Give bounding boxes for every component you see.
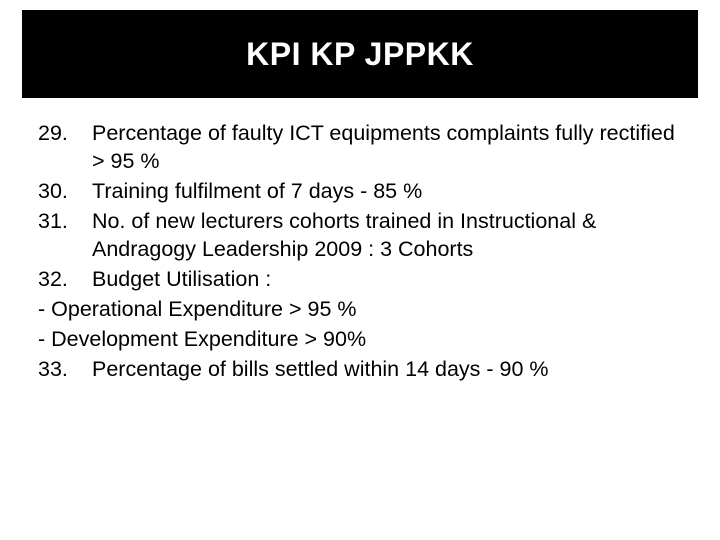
item-text: Budget Utilisation : [92,266,682,294]
item-number: 30. [38,178,92,206]
item-text: Percentage of faulty ICT equipments comp… [92,120,682,176]
list-item: 30. Training fulfilment of 7 days - 85 % [38,178,682,206]
title-bar: KPI KP JPPKK [22,10,698,98]
item-text: No. of new lecturers cohorts trained in … [92,208,682,264]
item-number: 31. [38,208,92,264]
content-area: 29. Percentage of faulty ICT equipments … [38,120,682,385]
list-item: 32. Budget Utilisation : [38,266,682,294]
list-item: 31. No. of new lecturers cohorts trained… [38,208,682,264]
item-number: 33. [38,356,92,384]
slide-title: KPI KP JPPKK [246,36,474,73]
item-text: Percentage of bills settled within 14 da… [92,356,682,384]
item-number: 29. [38,120,92,176]
list-item: 33. Percentage of bills settled within 1… [38,356,682,384]
slide: KPI KP JPPKK 29. Percentage of faulty IC… [0,0,720,540]
item-text: Training fulfilment of 7 days - 85 % [92,178,682,206]
item-number: 32. [38,266,92,294]
subline: - Operational Expenditure > 95 % [38,296,682,324]
subline: - Development Expenditure > 90% [38,326,682,354]
list-item: 29. Percentage of faulty ICT equipments … [38,120,682,176]
